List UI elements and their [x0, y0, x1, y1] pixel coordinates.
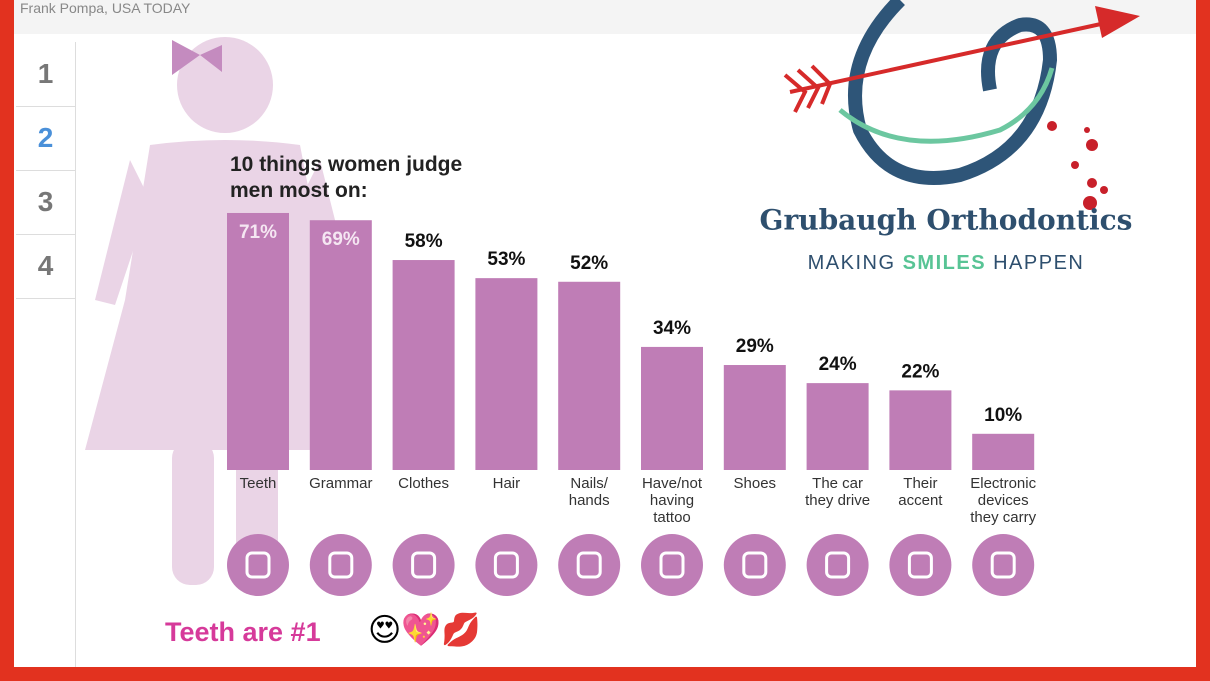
bar — [558, 281, 621, 470]
icon-glyph — [742, 551, 768, 579]
tagline-word: HAPPEN — [993, 252, 1084, 274]
caption: Teeth are #1 — [165, 617, 321, 647]
category-label: Hair — [492, 475, 521, 492]
sidebar-item[interactable]: 4 — [16, 234, 75, 299]
chart-title: 10 things women judge men most on: — [230, 153, 463, 202]
category-icon — [723, 534, 786, 596]
icon-glyph — [493, 551, 519, 579]
value-label: 29% — [736, 336, 774, 357]
bar — [972, 433, 1035, 470]
sidebar-item[interactable]: 1 — [16, 42, 75, 107]
value-label: 58% — [405, 231, 443, 252]
category-icon — [309, 534, 372, 596]
logo-tagline: MAKING SMILES HAPPEN — [808, 252, 1085, 274]
category-icon — [227, 534, 289, 596]
bar — [309, 220, 372, 470]
tagline-word: SMILES — [903, 252, 986, 274]
top-bar: Frank Pompa, USA TODAY — [14, 0, 1196, 34]
category-label: Clothes — [398, 475, 450, 492]
category-icon — [641, 534, 703, 596]
logo-name: Grubaugh Orthodontics — [760, 204, 1133, 237]
bar — [806, 383, 869, 470]
icon-glyph — [576, 551, 602, 579]
sidebar-item[interactable]: 2 — [16, 106, 75, 171]
category-label: Have/not having tattoo — [641, 475, 703, 526]
icon-glyph — [411, 551, 437, 579]
logo-graphic — [783, 0, 1140, 210]
category-label: Their accent — [898, 475, 943, 509]
icon-glyph — [907, 551, 933, 579]
icon-glyph — [990, 551, 1016, 579]
bar — [392, 260, 455, 470]
category-icon — [972, 534, 1035, 596]
category-label: Electronic devices they carry — [970, 475, 1037, 526]
bar — [889, 390, 952, 470]
emojis: 😍💖💋 — [368, 611, 481, 647]
credit: Frank Pompa, USA TODAY — [20, 0, 191, 16]
icon-glyph — [825, 551, 851, 579]
value-label: 24% — [819, 354, 857, 375]
value-label: 34% — [653, 318, 691, 339]
category-label: Grammar — [309, 475, 373, 492]
category-icon — [475, 534, 538, 596]
bar — [723, 365, 786, 470]
value-label: 10% — [984, 405, 1022, 426]
category-icon — [889, 534, 952, 596]
icon-glyph — [245, 551, 271, 579]
bar — [475, 278, 538, 470]
icon-glyph — [659, 551, 685, 579]
category-label: Nails/ hands — [568, 475, 610, 509]
bar — [227, 212, 289, 471]
value-label: 53% — [487, 249, 525, 270]
category-label: Teeth — [239, 475, 277, 492]
value-label: 71% — [239, 222, 277, 243]
category-icon — [558, 534, 621, 596]
category-icon — [806, 534, 869, 596]
tagline-word: MAKING — [808, 252, 896, 274]
value-label: 22% — [901, 361, 939, 382]
category-label: The car they drive — [805, 475, 871, 509]
category-icon — [392, 534, 455, 596]
icon-glyph — [328, 551, 354, 579]
category-label: Shoes — [733, 475, 777, 492]
sidebar-item[interactable]: 3 — [16, 170, 75, 235]
bar — [641, 346, 703, 470]
value-label: 69% — [322, 229, 360, 250]
value-label: 52% — [570, 253, 608, 274]
